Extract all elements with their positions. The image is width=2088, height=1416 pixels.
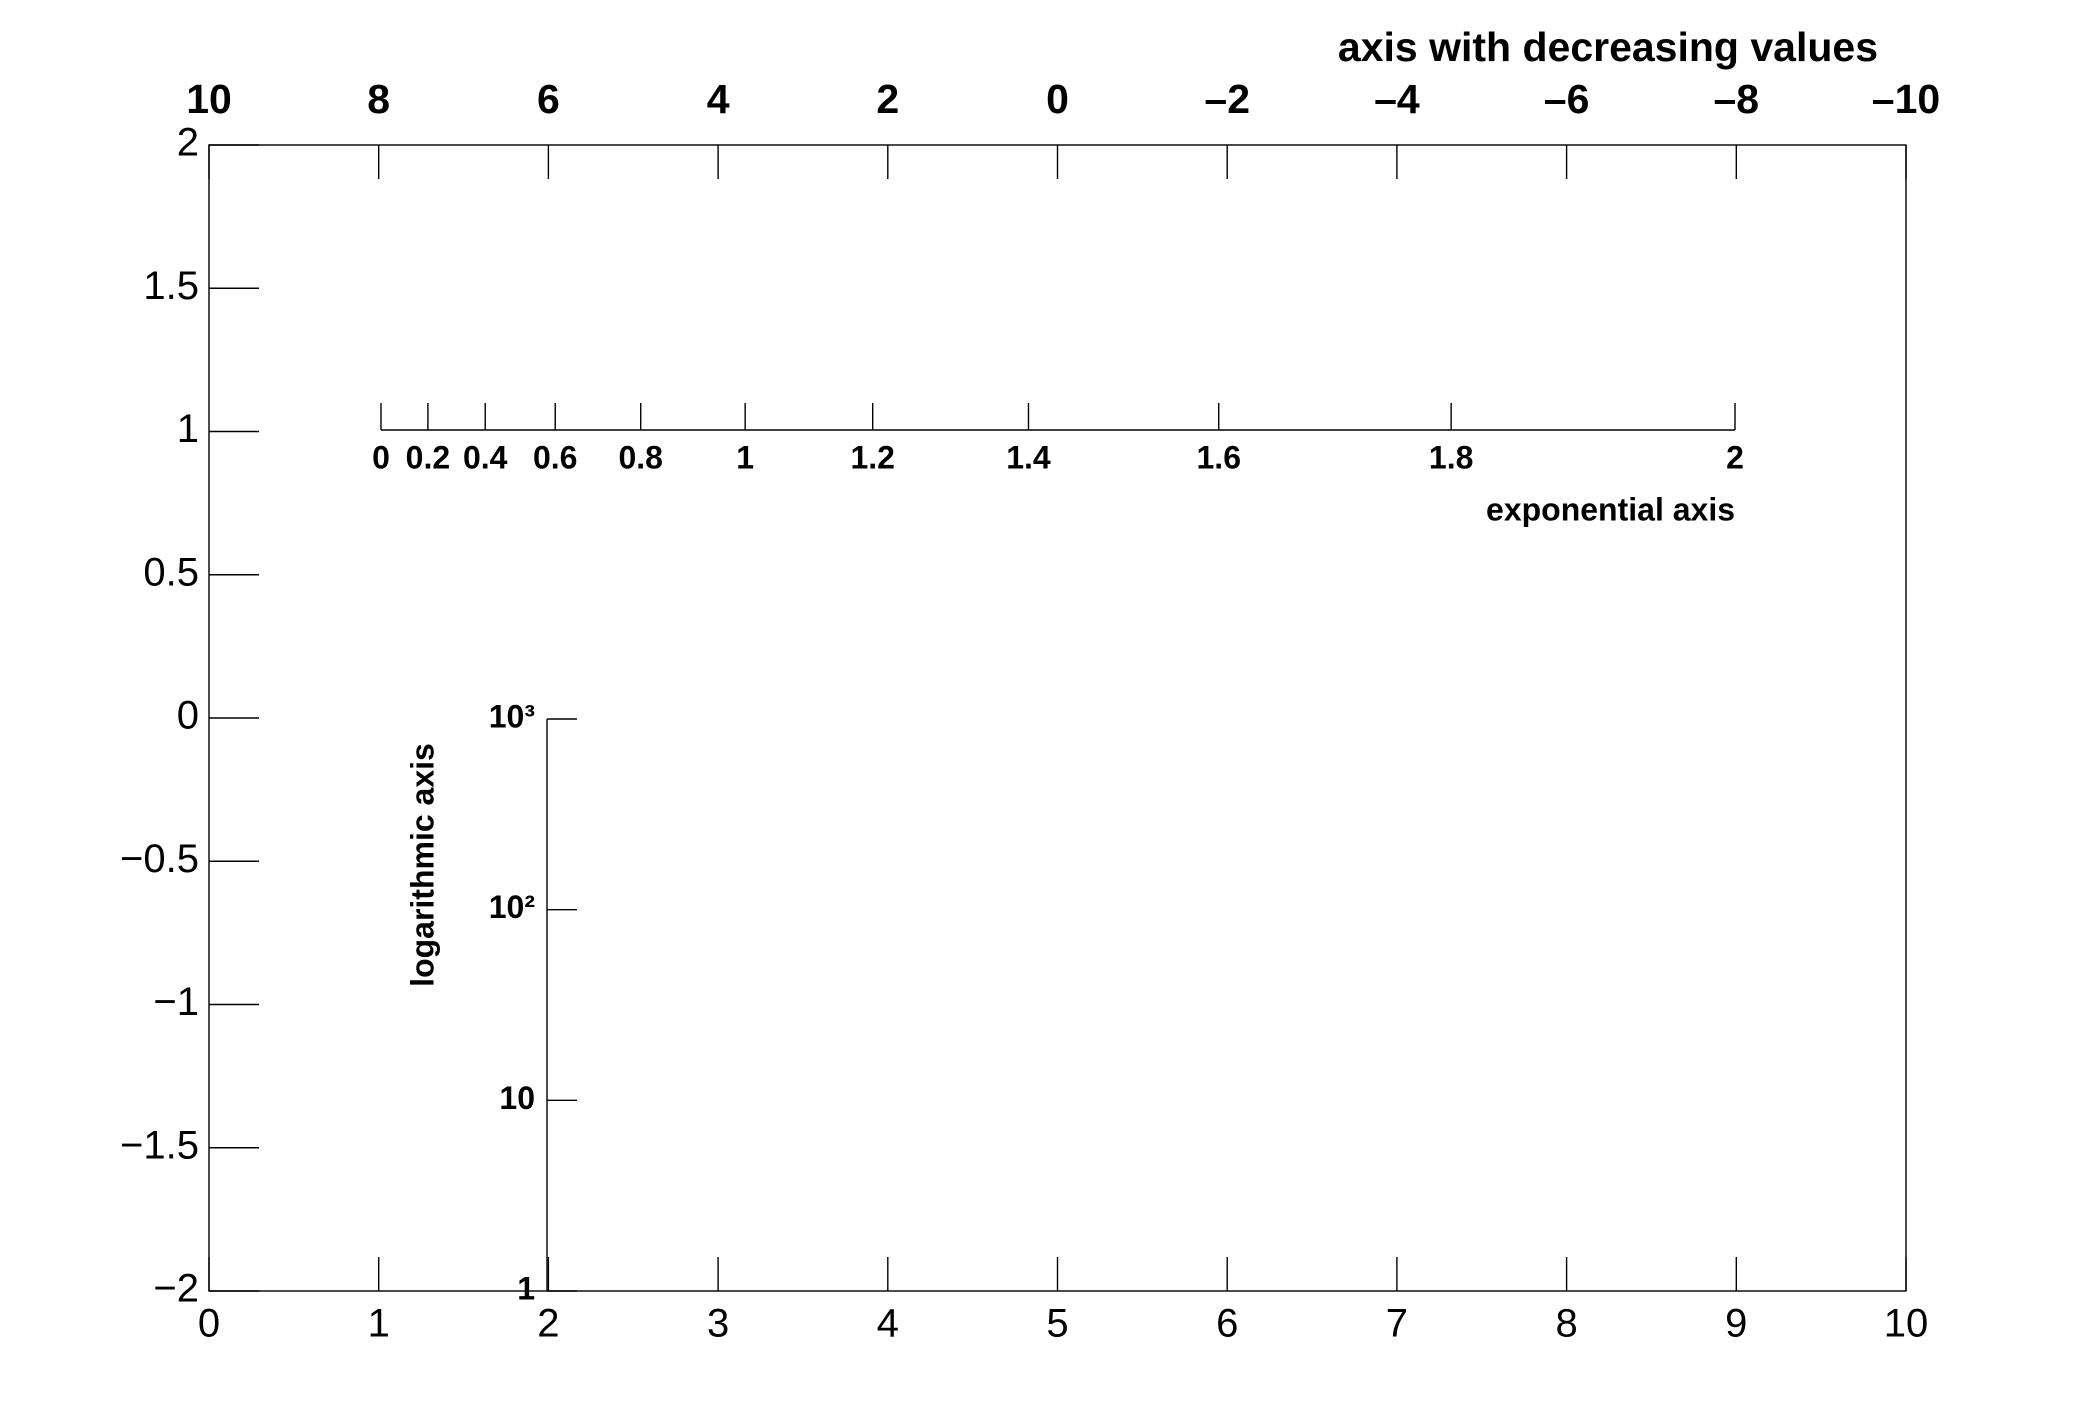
x-tick-label: 4 — [877, 1302, 899, 1346]
top-tick-label: 0 — [1046, 76, 1069, 122]
exp-tick-label: 1.4 — [1006, 439, 1051, 475]
top-tick-label: 10 — [186, 76, 232, 122]
log-tick-label: 10² — [489, 889, 535, 925]
y-tick-label: 0.5 — [143, 550, 199, 594]
log-tick-label: 1 — [517, 1270, 535, 1306]
y-tick-label: −1 — [153, 980, 199, 1024]
exponential-axis-title: exponential axis — [1486, 491, 1735, 527]
log-tick-label: 10³ — [489, 698, 535, 734]
x-tick-label: 1 — [368, 1302, 390, 1346]
x-tick-label: 3 — [707, 1302, 729, 1346]
x-tick-label: 0 — [198, 1302, 220, 1346]
top-tick-label: 8 — [367, 76, 390, 122]
top-axis-title: axis with decreasing values — [1338, 24, 1878, 70]
log-axis-title: logarithmic axis — [404, 743, 440, 987]
top-tick-label: –8 — [1713, 76, 1759, 122]
y-tick-label: −1.5 — [120, 1123, 199, 1167]
exp-tick-label: 1.8 — [1429, 439, 1473, 475]
x-tick-label: 10 — [1884, 1302, 1929, 1346]
x-tick-label: 9 — [1725, 1302, 1747, 1346]
y-tick-label: 2 — [177, 121, 199, 165]
exp-tick-label: 1.2 — [850, 439, 894, 475]
exp-tick-label: 2 — [1726, 439, 1744, 475]
y-tick-label: −0.5 — [120, 837, 199, 881]
y-tick-label: 0 — [177, 694, 199, 738]
top-tick-label: –10 — [1872, 76, 1940, 122]
exp-tick-label: 1 — [736, 439, 754, 475]
x-tick-label: 7 — [1386, 1302, 1408, 1346]
x-tick-label: 2 — [537, 1302, 559, 1346]
top-tick-label: 2 — [876, 76, 899, 122]
x-tick-label: 8 — [1555, 1302, 1577, 1346]
top-tick-label: 4 — [707, 76, 730, 122]
exp-tick-label: 0.4 — [463, 439, 508, 475]
exp-tick-label: 0.8 — [618, 439, 662, 475]
exp-tick-label: 0 — [372, 439, 390, 475]
x-tick-label: 6 — [1216, 1302, 1238, 1346]
top-tick-label: 6 — [537, 76, 560, 122]
log-tick-label: 10 — [499, 1080, 535, 1116]
frame — [208, 144, 1907, 1292]
exp-tick-label: 0.6 — [533, 439, 577, 475]
x-tick-label: 5 — [1046, 1302, 1068, 1346]
top-tick-label: –4 — [1374, 76, 1420, 122]
exp-tick-label: 0.2 — [406, 439, 450, 475]
y-tick-label: 1.5 — [143, 264, 199, 308]
y-tick-label: 1 — [177, 407, 199, 451]
y-tick-label: −2 — [153, 1267, 199, 1311]
top-tick-label: –2 — [1204, 76, 1250, 122]
exp-tick-label: 1.6 — [1197, 439, 1241, 475]
top-tick-label: –6 — [1544, 76, 1590, 122]
